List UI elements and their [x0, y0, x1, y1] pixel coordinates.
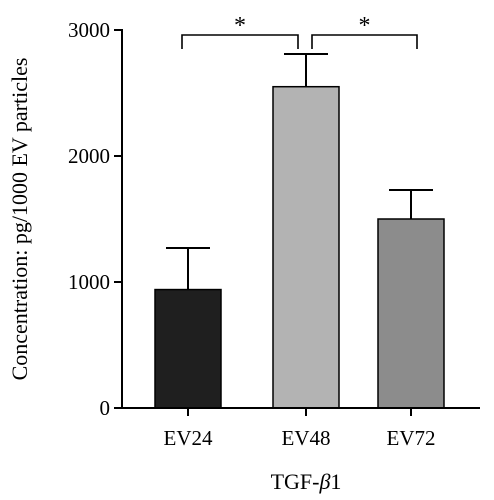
significance-marker: * — [359, 13, 371, 39]
x-axis-title-prefix: TGF- — [271, 469, 320, 494]
x-axis-title-suffix: 1 — [330, 469, 341, 494]
x-tick-label: EV72 — [387, 426, 436, 450]
significance-bracket — [181, 34, 299, 49]
significance-bracket — [311, 34, 418, 49]
x-axis-title: TGF-β1 — [271, 469, 342, 494]
x-ticks-layer: EV24 EV48 EV72 — [164, 408, 436, 450]
error-bars-layer — [166, 52, 433, 290]
x-tick-label: EV24 — [164, 426, 213, 450]
y-ticks-layer: 0 1000 2000 3000 — [68, 18, 122, 420]
bar-ev72 — [377, 218, 445, 409]
significance-layer: * * — [181, 13, 418, 49]
significance-marker: * — [234, 13, 246, 39]
y-tick-label: 2000 — [68, 144, 110, 168]
bar-ev24 — [154, 288, 222, 409]
y-tick-label: 1000 — [68, 270, 110, 294]
bar-ev48 — [272, 85, 340, 409]
y-tick-label: 3000 — [68, 18, 110, 42]
x-tick-label: EV48 — [282, 426, 331, 450]
y-tick-label: 0 — [100, 396, 111, 420]
y-axis-title: Concentration: pg/1000 EV particles — [7, 58, 32, 381]
x-axis-title-symbol: β — [318, 469, 330, 494]
